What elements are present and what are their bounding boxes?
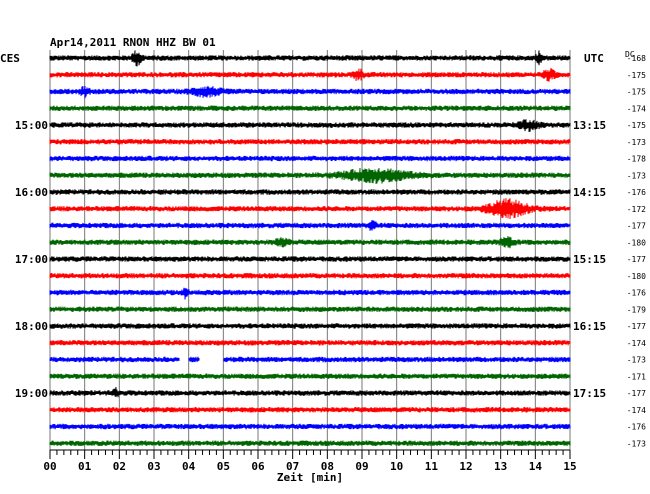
right-hour-label: 13:15 — [573, 119, 606, 132]
dc-value: -174 — [627, 406, 646, 415]
right-hour-label: 14:15 — [573, 186, 606, 199]
trace-line — [49, 67, 571, 82]
dc-value: -176 — [627, 423, 646, 432]
x-tick-label: 05 — [217, 460, 230, 473]
trace-line — [49, 272, 571, 279]
dc-value: -174 — [627, 339, 646, 348]
trace-line — [49, 287, 571, 300]
trace-line — [49, 105, 571, 112]
hour-labels: 15:00 16:00 17:00 18:00 19:00 13:15 14:15 15:15… — [15, 119, 606, 400]
x-axis-label: Zeit [min] — [277, 471, 343, 484]
dc-value: -177 — [627, 222, 646, 231]
dc-value: -171 — [627, 372, 646, 381]
dc-value: -168 — [627, 54, 646, 63]
trace-line — [49, 220, 571, 231]
dc-value: -175 — [627, 121, 646, 130]
trace-line — [49, 189, 571, 195]
dc-value: -173 — [627, 439, 646, 448]
dc-value: -178 — [627, 155, 646, 164]
dc-value: -180 — [627, 238, 646, 247]
x-tick-label: 00 — [43, 460, 56, 473]
trace-group — [49, 50, 571, 447]
dc-value: -173 — [627, 356, 646, 365]
dc-value: -174 — [627, 104, 646, 113]
dc-values: -168 -175 -175 -174 -175 -173 -178 -173 -176 -172… — [627, 54, 646, 448]
dc-value: -177 — [627, 389, 646, 398]
left-hour-label: 17:00 — [15, 253, 48, 266]
dc-value: -180 — [627, 272, 646, 281]
x-tick-label: 03 — [147, 460, 160, 473]
x-tick-label: 13 — [494, 460, 507, 473]
trace-line — [49, 423, 571, 430]
trace-line — [49, 356, 571, 363]
x-tick-label: 11 — [425, 460, 439, 473]
dc-header: DC — [625, 50, 635, 59]
dc-value: -177 — [627, 255, 646, 264]
trace-line — [49, 256, 571, 262]
dc-value: -173 — [627, 171, 646, 180]
left-hour-label: 16:00 — [15, 186, 48, 199]
trace-line — [49, 387, 571, 398]
trace-line — [49, 119, 571, 132]
right-timezone-label: UTC — [584, 52, 604, 65]
trace-line — [49, 50, 571, 67]
x-tick-label: 01 — [78, 460, 92, 473]
dc-value: -176 — [627, 188, 646, 197]
dc-value: -175 — [627, 71, 646, 80]
x-tick-label: 07 — [286, 460, 299, 473]
dc-value: -175 — [627, 88, 646, 97]
x-tick-label: 08 — [321, 460, 334, 473]
trace-line — [49, 198, 571, 220]
dc-value: -172 — [627, 205, 646, 214]
x-tick-label: 14 — [529, 460, 543, 473]
x-tick-label: 02 — [113, 460, 126, 473]
x-axis: 00 01 02 03 04 05 06 07 08 09 10 11 12 13 14 15 — [43, 449, 577, 473]
trace-line — [49, 406, 571, 413]
trace-line — [49, 138, 571, 145]
vertical-gridlines — [49, 50, 571, 450]
dc-value: -176 — [627, 289, 646, 298]
x-tick-label: 15 — [563, 460, 576, 473]
dc-value: -177 — [627, 322, 646, 331]
trace-line — [49, 85, 571, 99]
x-tick-label: 10 — [390, 460, 403, 473]
right-hour-label: 16:15 — [573, 320, 606, 333]
chart-title: Apr14,2011 RNON HHZ BW 01 — [50, 36, 216, 49]
dc-value: -173 — [627, 138, 646, 147]
trace-line — [49, 236, 571, 249]
left-hour-label: 18:00 — [15, 320, 48, 333]
dc-value: -179 — [627, 305, 646, 314]
trace-line — [49, 440, 571, 447]
left-hour-label: 19:00 — [15, 387, 48, 400]
trace-line — [49, 373, 571, 380]
right-hour-label: 15:15 — [573, 253, 606, 266]
trace-line — [49, 155, 571, 162]
right-hour-label: 17:15 — [573, 387, 606, 400]
x-tick-label: 09 — [355, 460, 368, 473]
trace-line — [49, 167, 571, 184]
x-tick-label: 06 — [251, 460, 265, 473]
left-timezone-label: CES — [0, 52, 20, 65]
x-tick-label: 12 — [459, 460, 472, 473]
trace-line — [49, 339, 571, 346]
trace-line — [49, 323, 571, 329]
left-hour-label: 15:00 — [15, 119, 48, 132]
trace-line — [49, 306, 571, 313]
x-tick-label: 04 — [182, 460, 196, 473]
